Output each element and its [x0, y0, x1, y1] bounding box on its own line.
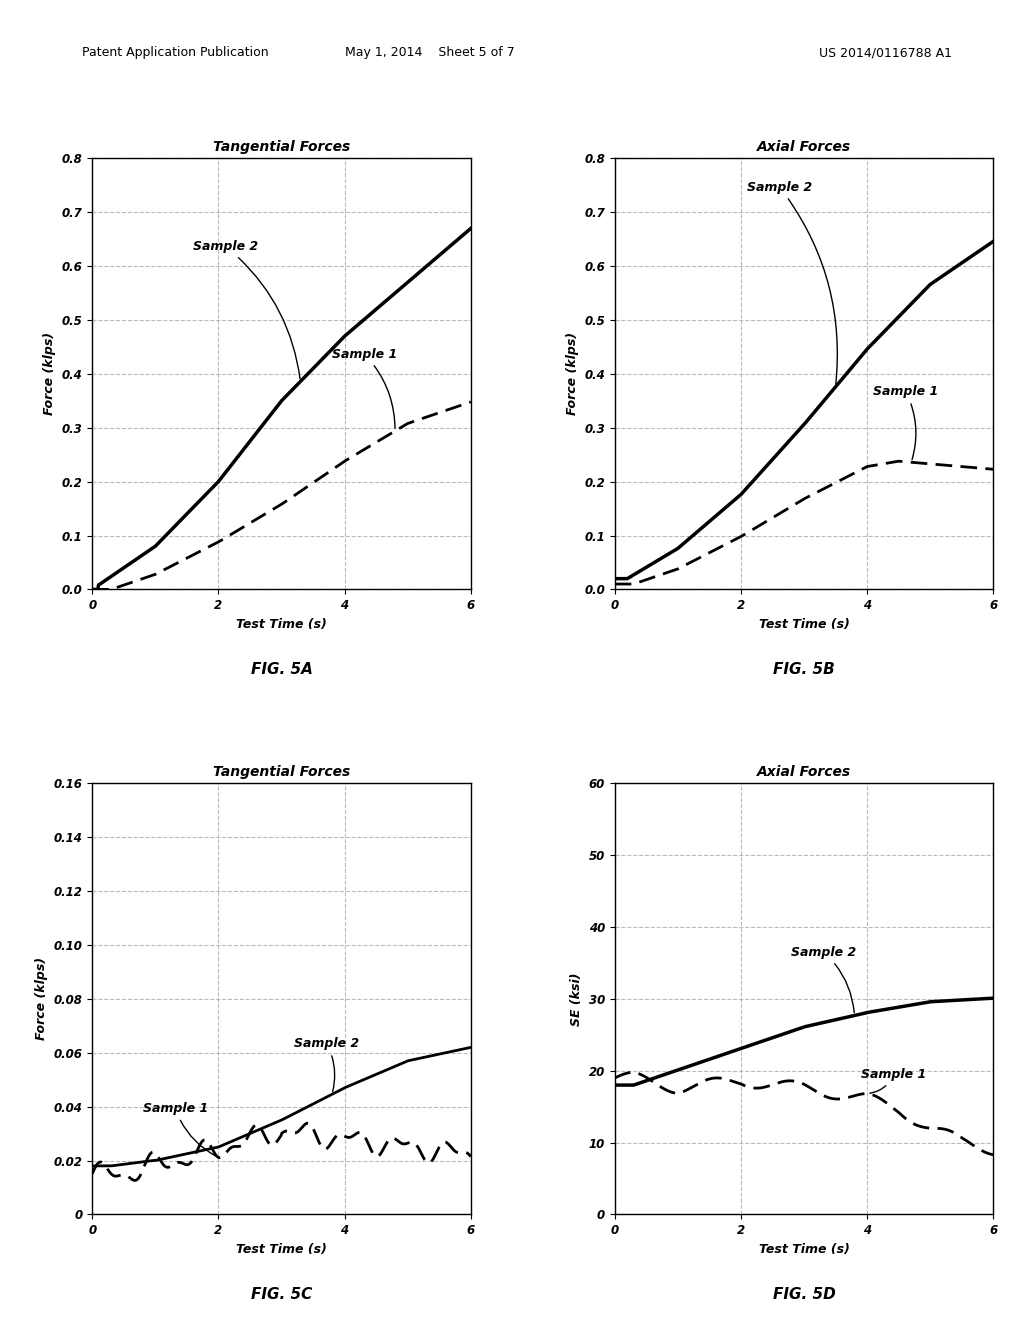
Text: Sample 2: Sample 2 [194, 240, 300, 379]
Title: Tangential Forces: Tangential Forces [213, 140, 350, 154]
Text: FIG. 5A: FIG. 5A [251, 663, 312, 677]
Title: Axial Forces: Axial Forces [757, 140, 851, 154]
X-axis label: Test Time (s): Test Time (s) [237, 618, 327, 631]
X-axis label: Test Time (s): Test Time (s) [237, 1242, 327, 1255]
X-axis label: Test Time (s): Test Time (s) [759, 618, 849, 631]
Text: US 2014/0116788 A1: US 2014/0116788 A1 [819, 46, 952, 59]
Y-axis label: Force (klps): Force (klps) [35, 957, 48, 1040]
Text: May 1, 2014    Sheet 5 of 7: May 1, 2014 Sheet 5 of 7 [345, 46, 515, 59]
Text: Sample 1: Sample 1 [332, 347, 397, 428]
Title: Tangential Forces: Tangential Forces [213, 766, 350, 779]
Text: Sample 1: Sample 1 [142, 1102, 216, 1156]
Text: Sample 2: Sample 2 [748, 181, 838, 384]
Y-axis label: Force (klps): Force (klps) [565, 333, 579, 416]
Text: FIG. 5C: FIG. 5C [251, 1287, 312, 1302]
Text: FIG. 5B: FIG. 5B [773, 663, 835, 677]
Y-axis label: SE (ksi): SE (ksi) [570, 972, 583, 1026]
Title: Axial Forces: Axial Forces [757, 766, 851, 779]
Y-axis label: Force (klps): Force (klps) [43, 333, 56, 416]
Text: Sample 2: Sample 2 [294, 1038, 359, 1092]
Text: FIG. 5D: FIG. 5D [772, 1287, 836, 1302]
Text: Sample 1: Sample 1 [873, 385, 939, 459]
X-axis label: Test Time (s): Test Time (s) [759, 1242, 849, 1255]
Text: Patent Application Publication: Patent Application Publication [82, 46, 268, 59]
Text: Sample 1: Sample 1 [861, 1068, 926, 1093]
Text: Sample 2: Sample 2 [792, 946, 857, 1012]
